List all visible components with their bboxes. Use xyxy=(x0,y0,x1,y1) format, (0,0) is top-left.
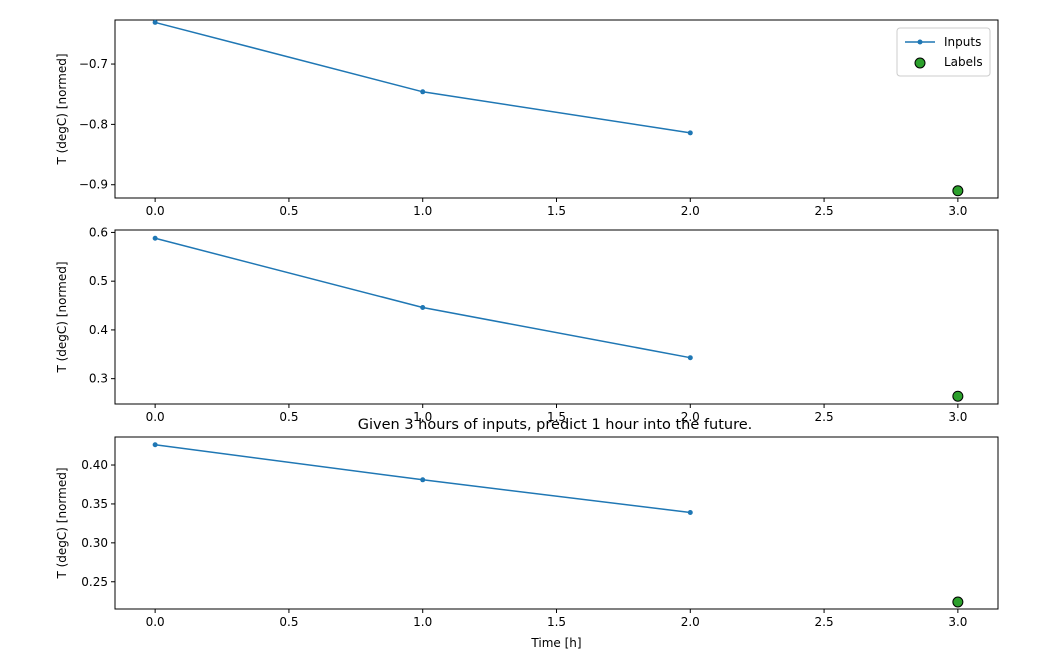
x-tick-label: 2.0 xyxy=(681,410,700,424)
y-axis-label: T (degC) [normed] xyxy=(55,53,69,165)
y-tick-label: 0.6 xyxy=(89,225,108,239)
y-tick-label: 0.3 xyxy=(89,372,108,386)
x-tick-label: 2.0 xyxy=(681,204,700,218)
x-tick-label: 2.5 xyxy=(815,615,834,629)
inputs-line xyxy=(154,21,691,134)
inputs-point xyxy=(420,477,426,483)
inputs-point xyxy=(687,130,693,136)
axes-frame xyxy=(114,229,999,405)
legend-labels-marker xyxy=(914,57,926,69)
x-tick-label: 1.0 xyxy=(413,204,432,218)
inputs-line xyxy=(154,237,691,359)
y-tick-label: −0.7 xyxy=(79,57,108,71)
legend: Inputs Labels xyxy=(896,27,991,77)
legend-inputs-label: Inputs xyxy=(944,35,981,49)
x-tick-label: 3.0 xyxy=(948,204,967,218)
x-tick-label: 0.0 xyxy=(146,410,165,424)
y-tick-label: 0.4 xyxy=(89,323,108,337)
x-tick-label: 3.0 xyxy=(948,615,967,629)
legend-labels-label: Labels xyxy=(944,55,983,69)
subplot-2: 0.0 0.5 1.0 1.5 2.0 2.5 3.0 0.6 0.5 0.4 0.3 T (degC… xyxy=(55,225,999,424)
inputs-point xyxy=(152,19,158,25)
inputs-point xyxy=(152,442,158,448)
axes-frame xyxy=(114,436,999,610)
y-tick-label: 0.5 xyxy=(89,274,108,288)
subplot-1: 0.0 0.5 1.0 1.5 2.0 2.5 3.0 −0.7 −0.8 −0.9 T (degC… xyxy=(55,19,999,218)
y-tick-label: 0.35 xyxy=(81,497,108,511)
x-tick-label: 0.5 xyxy=(279,615,298,629)
labels-point xyxy=(952,390,964,402)
x-tick-label: 1.0 xyxy=(413,615,432,629)
labels-point xyxy=(952,185,964,197)
y-tick-label: 0.25 xyxy=(81,575,108,589)
inputs-point xyxy=(420,89,426,95)
x-tick-label: 0.0 xyxy=(146,615,165,629)
subplots: 0.0 0.5 1.0 1.5 2.0 2.5 3.0 −0.7 −0.8 −0.9 T (degC… xyxy=(55,19,999,650)
x-tick-label: 1.5 xyxy=(547,615,566,629)
x-tick-label: 2.5 xyxy=(815,410,834,424)
x-tick-label: 2.0 xyxy=(681,615,700,629)
subplot-3: 0.0 0.5 1.0 1.5 2.0 2.5 3.0 0.40 0.35 0.30 0.25 T (… xyxy=(55,436,999,650)
y-axis-label: T (degC) [normed] xyxy=(55,467,69,579)
y-tick-label: 0.30 xyxy=(81,536,108,550)
inputs-point xyxy=(687,355,693,361)
y-tick-label: 0.40 xyxy=(81,458,108,472)
x-tick-label: 0.0 xyxy=(146,204,165,218)
inputs-point xyxy=(420,304,426,310)
labels-point xyxy=(952,596,964,608)
x-axis-label: Time [h] xyxy=(530,636,581,650)
x-tick-label: 1.0 xyxy=(413,410,432,424)
y-tick-label: −0.8 xyxy=(79,117,108,131)
legend-inputs-marker xyxy=(917,39,923,45)
y-tick-label: −0.9 xyxy=(79,178,108,192)
x-tick-label: 0.5 xyxy=(279,204,298,218)
x-tick-label: 3.0 xyxy=(948,410,967,424)
x-tick-label: 1.5 xyxy=(547,410,566,424)
x-tick-label: 1.5 xyxy=(547,204,566,218)
chart-title: Given 3 hours of inputs, predict 1 hour … xyxy=(358,417,753,433)
inputs-point xyxy=(152,235,158,241)
inputs-point xyxy=(687,509,693,515)
x-tick-label: 0.5 xyxy=(279,410,298,424)
x-tick-label: 2.5 xyxy=(815,204,834,218)
y-axis-label: T (degC) [normed] xyxy=(55,261,69,373)
